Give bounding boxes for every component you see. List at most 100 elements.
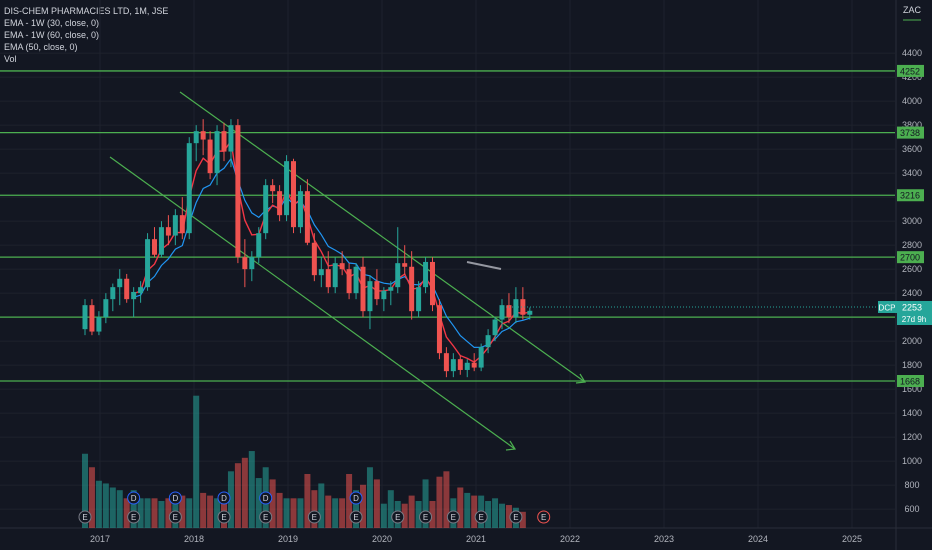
- candle-body[interactable]: [186, 143, 192, 234]
- candle-body[interactable]: [311, 242, 317, 276]
- candle-body[interactable]: [89, 305, 95, 332]
- candle-body[interactable]: [221, 131, 227, 152]
- candle-body[interactable]: [499, 305, 505, 320]
- earnings-marker[interactable]: [391, 510, 405, 524]
- dividend-marker[interactable]: [217, 491, 231, 505]
- candle-body[interactable]: [207, 139, 213, 174]
- dividend-marker[interactable]: [349, 491, 363, 505]
- candle-body[interactable]: [367, 281, 373, 312]
- time-tick-label: 2023: [654, 534, 674, 544]
- earnings-marker[interactable]: [474, 510, 488, 524]
- price-tick-label: 3600: [902, 144, 922, 154]
- candle-body[interactable]: [284, 161, 290, 216]
- level-axis-label: 3216: [900, 191, 920, 201]
- candle-body[interactable]: [82, 305, 88, 330]
- candle-body[interactable]: [145, 239, 151, 288]
- candle-body[interactable]: [228, 125, 234, 152]
- indicator-volume[interactable]: Vol: [4, 54, 17, 64]
- candle-body[interactable]: [235, 125, 241, 258]
- earnings-marker[interactable]: [307, 510, 321, 524]
- earnings-marker[interactable]: [78, 510, 92, 524]
- volume-bar: [151, 498, 158, 528]
- candle-body[interactable]: [443, 353, 449, 372]
- candle-body[interactable]: [485, 335, 491, 348]
- earnings-marker[interactable]: [217, 510, 231, 524]
- earnings-marker[interactable]: [168, 510, 182, 524]
- indicator-ema-30[interactable]: EMA - 1W (30, close, 0): [4, 18, 100, 28]
- candle-body[interactable]: [103, 299, 109, 318]
- earnings-marker[interactable]: [349, 510, 363, 524]
- candle-body[interactable]: [158, 227, 164, 255]
- earnings-marker[interactable]: [537, 510, 551, 524]
- candle-body[interactable]: [270, 185, 276, 192]
- candle-body[interactable]: [110, 287, 116, 300]
- candle-body[interactable]: [325, 269, 331, 288]
- candle-body[interactable]: [374, 281, 380, 300]
- candle-body[interactable]: [179, 215, 185, 234]
- candle-body[interactable]: [200, 131, 206, 140]
- symbol-title[interactable]: DIS-CHEM PHARMACIES LTD, 1M, JSE: [4, 6, 169, 16]
- volume-bar: [165, 498, 172, 528]
- candle-body[interactable]: [430, 261, 435, 306]
- candle-body[interactable]: [291, 161, 296, 228]
- candle-body[interactable]: [436, 305, 442, 354]
- candle-body[interactable]: [471, 362, 477, 368]
- candle-body[interactable]: [138, 287, 144, 294]
- candle-body[interactable]: [263, 185, 269, 234]
- indicator-ema-60[interactable]: EMA - 1W (60, close, 0): [4, 30, 100, 40]
- candle-body[interactable]: [242, 257, 248, 270]
- candle-body[interactable]: [360, 266, 366, 312]
- candle-body[interactable]: [513, 299, 519, 318]
- candle-body[interactable]: [256, 233, 262, 258]
- candle-body[interactable]: [520, 299, 526, 315]
- candle-body[interactable]: [332, 263, 338, 288]
- candle-body[interactable]: [478, 347, 484, 368]
- dividend-marker[interactable]: [259, 491, 273, 505]
- candle-body[interactable]: [297, 191, 303, 228]
- candle-body[interactable]: [339, 263, 345, 270]
- candle-body[interactable]: [506, 305, 512, 318]
- candle-body[interactable]: [172, 215, 178, 236]
- candle-body[interactable]: [304, 191, 310, 243]
- candle-body[interactable]: [117, 278, 123, 288]
- earnings-marker[interactable]: [419, 510, 433, 524]
- candle-body[interactable]: [423, 261, 429, 288]
- channel-lower-line[interactable]: [109, 156, 516, 450]
- candle-body[interactable]: [450, 359, 456, 372]
- dividend-marker[interactable]: [168, 491, 182, 505]
- candle-body[interactable]: [152, 239, 157, 255]
- candle-body[interactable]: [464, 362, 470, 370]
- candle-body[interactable]: [124, 278, 130, 300]
- time-tick-label: 2017: [90, 534, 110, 544]
- candle-body[interactable]: [165, 227, 171, 236]
- channel-upper-line[interactable]: [179, 91, 586, 383]
- level-axis-badge: [897, 251, 924, 264]
- price-tick-label: 1400: [902, 408, 922, 418]
- candle-body[interactable]: [277, 191, 283, 216]
- trend-line-short[interactable]: [466, 261, 502, 270]
- candle-body[interactable]: [318, 269, 324, 276]
- earnings-marker[interactable]: [259, 510, 273, 524]
- candle-body[interactable]: [193, 131, 199, 144]
- candle-body[interactable]: [388, 287, 394, 291]
- dividend-marker[interactable]: [127, 491, 141, 505]
- candle-body[interactable]: [457, 359, 463, 370]
- earnings-marker[interactable]: [446, 510, 460, 524]
- earnings-marker[interactable]: [127, 510, 141, 524]
- candle-body[interactable]: [353, 266, 359, 294]
- candle-body[interactable]: [131, 291, 137, 300]
- candle-body[interactable]: [402, 263, 408, 267]
- candle-body[interactable]: [416, 287, 422, 312]
- candle-body[interactable]: [395, 263, 401, 288]
- candle-body[interactable]: [214, 131, 220, 174]
- indicator-ema-50[interactable]: EMA (50, close, 0): [4, 42, 78, 52]
- candle-body[interactable]: [409, 266, 415, 312]
- candle-body[interactable]: [249, 257, 255, 270]
- earnings-marker[interactable]: [509, 510, 523, 524]
- candle-body[interactable]: [346, 269, 352, 294]
- candle-body[interactable]: [527, 310, 533, 315]
- candle-body[interactable]: [96, 317, 102, 332]
- candle-body[interactable]: [381, 290, 387, 300]
- candle-body[interactable]: [492, 319, 498, 336]
